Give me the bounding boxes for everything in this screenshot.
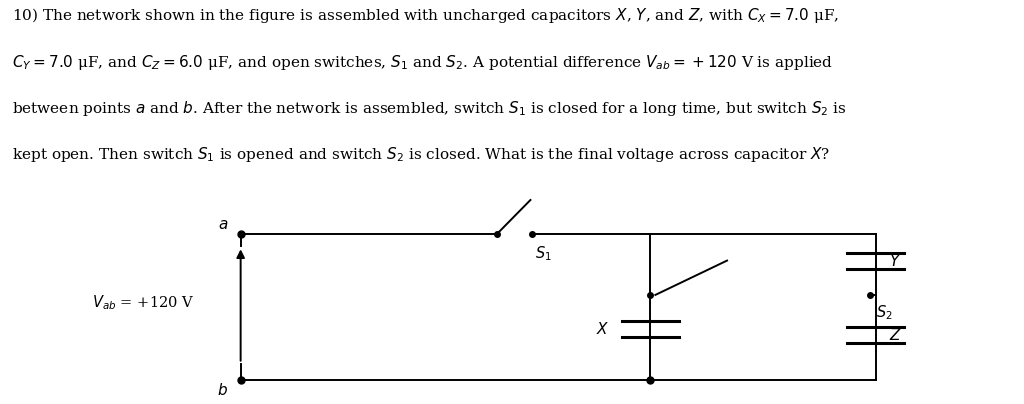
Text: $X$: $X$	[596, 321, 609, 337]
Text: $S_1$: $S_1$	[535, 244, 551, 263]
Text: $S_2$: $S_2$	[876, 303, 892, 322]
Text: 10) The network shown in the figure is assembled with uncharged capacitors $X$, : 10) The network shown in the figure is a…	[12, 6, 840, 25]
Text: $C_Y = 7.0$ μF, and $C_Z = 6.0$ μF, and open switches, $S_1$ and $S_2$. A potent: $C_Y = 7.0$ μF, and $C_Z = 6.0$ μF, and …	[12, 53, 834, 72]
Text: $a$: $a$	[218, 218, 228, 232]
Text: $V_{ab}$ = +120 V: $V_{ab}$ = +120 V	[92, 294, 195, 312]
Text: $b$: $b$	[217, 382, 228, 398]
Text: $Z$: $Z$	[889, 327, 902, 343]
Text: $Y$: $Y$	[889, 252, 901, 269]
Text: between points $a$ and $b$. After the network is assembled, switch $S_1$ is clos: between points $a$ and $b$. After the ne…	[12, 99, 847, 118]
Text: kept open. Then switch $S_1$ is opened and switch $S_2$ is closed. What is the f: kept open. Then switch $S_1$ is opened a…	[12, 145, 830, 164]
